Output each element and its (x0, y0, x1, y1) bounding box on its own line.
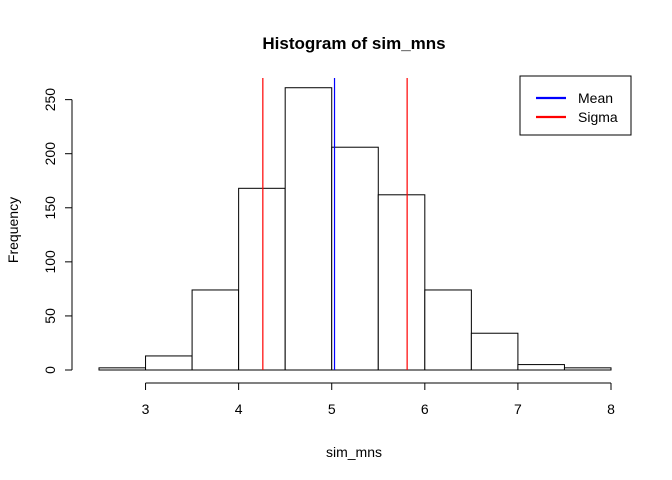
histogram-bar-6 (331, 146, 379, 371)
x-tick-label-7: 7 (514, 401, 522, 417)
histogram-bar-8 (424, 289, 472, 371)
x-tick-label-4: 4 (235, 401, 243, 417)
y-tick-label-150: 150 (42, 196, 58, 220)
reference-lines (262, 78, 408, 370)
histogram-bar-9 (470, 332, 519, 371)
y-tick-label-100: 100 (42, 250, 58, 274)
y-tick-label-0: 0 (42, 366, 58, 374)
legend-box (519, 75, 632, 136)
x-tick-label-8: 8 (607, 401, 615, 417)
y-axis-label: Frequency (5, 197, 21, 263)
y-tick-label-50: 50 (42, 308, 58, 324)
histogram-bar-2 (145, 355, 193, 371)
y-tick-label-250: 250 (42, 88, 58, 112)
histogram-bar-1 (98, 367, 147, 371)
histogram-bar-11 (563, 367, 612, 371)
x-axis: 3 4 5 6 7 8 (142, 382, 615, 417)
histogram-bar-5 (284, 87, 333, 371)
legend: Mean Sigma (519, 75, 632, 136)
y-axis: 0 50 100 150 200 250 (42, 88, 73, 374)
x-axis-label: sim_mns (326, 444, 382, 460)
histogram-bar-10 (517, 364, 565, 371)
histogram-bar-3 (191, 289, 240, 371)
y-tick-label-200: 200 (42, 142, 58, 166)
legend-label-mean: Mean (578, 90, 613, 106)
chart-title: Histogram of sim_mns (262, 34, 445, 53)
histogram-bars (98, 87, 612, 371)
histogram-bar-7 (377, 194, 426, 371)
x-tick-label-6: 6 (421, 401, 429, 417)
x-tick-label-3: 3 (142, 401, 150, 417)
x-tick-label-5: 5 (328, 401, 336, 417)
legend-label-sigma: Sigma (578, 109, 618, 125)
histogram-bar-4 (238, 187, 286, 371)
